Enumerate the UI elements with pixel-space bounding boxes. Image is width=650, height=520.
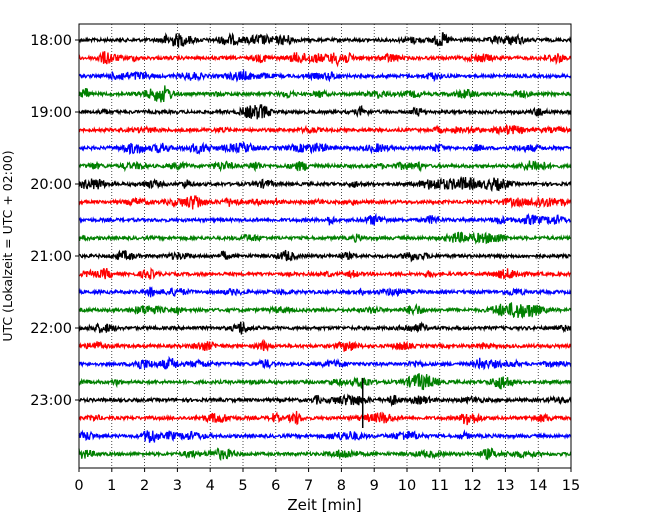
trace-2300 xyxy=(78,393,572,407)
trace-2145 xyxy=(78,301,572,320)
trace-2045 xyxy=(78,231,571,245)
y-axis-label: UTC (Lokalzeit = UTC + 02:00) xyxy=(0,150,15,341)
trace-2245 xyxy=(78,373,572,391)
x-tick-label-6: 6 xyxy=(271,478,280,494)
trace-2330 xyxy=(78,429,572,443)
x-tick-label-9: 9 xyxy=(370,478,379,494)
x-tick-label-11: 11 xyxy=(431,478,449,494)
trace-2100 xyxy=(78,249,572,263)
x-tick-label-13: 13 xyxy=(496,478,514,494)
x-axis-label: Zeit [min] xyxy=(287,496,361,514)
x-tick-label-14: 14 xyxy=(529,478,547,494)
x-axis: 0 1 2 3 4 5 6 7 8 9 10 11 12 13 14 15 xyxy=(74,468,580,494)
trace-2315 xyxy=(78,410,572,426)
y-tick-label-2000: 20:00 xyxy=(30,177,72,193)
x-tick-label-15: 15 xyxy=(562,478,580,494)
trace-1915 xyxy=(78,123,572,136)
seismic-traces xyxy=(78,32,572,462)
x-tick-label-2: 2 xyxy=(140,478,149,494)
x-tick-label-8: 8 xyxy=(337,478,346,494)
y-tick-label-1800: 18:00 xyxy=(30,33,72,49)
trace-1815 xyxy=(78,51,572,68)
y-tick-label-2200: 22:00 xyxy=(30,321,72,337)
trace-2000 xyxy=(78,175,572,193)
trace-1830 xyxy=(78,68,572,83)
x-tick-label-3: 3 xyxy=(173,478,182,494)
trace-2215 xyxy=(78,338,572,353)
trace-1945 xyxy=(78,160,572,173)
trace-2115 xyxy=(78,266,572,280)
trace-2200 xyxy=(78,321,572,335)
grid-lines xyxy=(111,24,539,468)
trace-1900 xyxy=(78,104,572,120)
trace-2345 xyxy=(78,447,572,462)
y-tick-label-2100: 21:00 xyxy=(30,249,72,265)
x-tick-label-7: 7 xyxy=(304,478,313,494)
x-tick-label-1: 1 xyxy=(107,478,116,494)
trace-2230 xyxy=(78,355,572,371)
y-tick-label-1900: 19:00 xyxy=(30,105,72,121)
trace-2030 xyxy=(78,212,572,226)
trace-2130 xyxy=(78,286,572,298)
x-tick-label-12: 12 xyxy=(463,478,481,494)
y-axis: 18:00 19:00 20:00 21:00 22:00 23:00 xyxy=(30,33,79,409)
x-tick-label-0: 0 xyxy=(74,478,83,494)
x-tick-label-10: 10 xyxy=(398,478,416,494)
plot-frame xyxy=(78,23,572,469)
trace-1930 xyxy=(78,141,572,155)
trace-1845 xyxy=(78,85,572,103)
y-tick-label-2300: 23:00 xyxy=(30,393,72,409)
x-tick-label-4: 4 xyxy=(206,478,215,494)
trace-2015 xyxy=(78,195,572,210)
x-tick-label-5: 5 xyxy=(238,478,247,494)
trace-1800 xyxy=(78,32,572,49)
